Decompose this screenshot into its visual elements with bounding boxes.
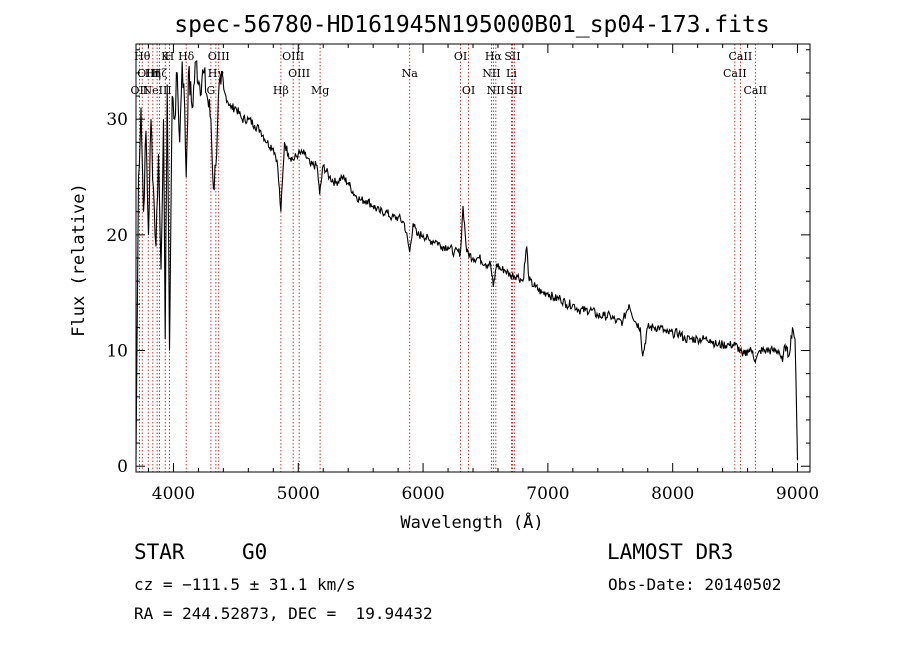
line-label-9: G (206, 84, 215, 97)
y-tick-label-2: 20 (106, 226, 128, 246)
line-label-14: OIII (288, 67, 310, 80)
line-label-2: OIII (137, 67, 159, 80)
x-axis-ticks: 4000 5000 6000 7000 8000 9000 (147, 44, 819, 504)
chart-title: spec-56780-HD161945N195000B01_sp04-173.f… (174, 12, 769, 38)
flux-series-line (135, 60, 799, 461)
line-label-21: NII (487, 84, 505, 97)
line-label-6: K (161, 50, 170, 63)
line-label-16: Na (402, 67, 419, 80)
line-label-7: H (165, 50, 175, 63)
x-tick-label-1: 5000 (277, 484, 320, 504)
x-tick-label-4: 8000 (651, 484, 694, 504)
line-label-20: Hα (485, 50, 503, 63)
x-tick-label-3: 7000 (526, 484, 569, 504)
y-tick-label-1: 10 (106, 342, 128, 362)
line-label-3: Hη (145, 67, 161, 80)
line-label-25: CaII (723, 67, 747, 80)
line-label-15: Mg (311, 84, 329, 97)
line-label-8: Hδ (178, 50, 195, 63)
line-label-4: NeIII (143, 84, 172, 97)
x-tick-label-0: 4000 (152, 484, 195, 504)
object-subclass: G0 (242, 540, 268, 564)
y-axis-label: Flux (relative) (69, 183, 89, 337)
line-label-12: Hβ (273, 84, 289, 97)
line-label-24: SII (506, 84, 522, 97)
line-label-17: OI (454, 50, 467, 63)
line-label-11: OIII (208, 50, 230, 63)
object-class: STAR (134, 540, 185, 564)
spectral-line-markers (138, 44, 756, 472)
y-tick-label-0: 0 (117, 457, 128, 477)
survey-name: LAMOST DR3 (607, 540, 734, 564)
sky-coordinates: RA = 244.52873, DEC = 19.94432 (134, 604, 433, 623)
redshift-velocity: cz = −111.5 ± 31.1 km/s (134, 575, 356, 594)
y-axis-ticks: 0 10 20 30 (106, 49, 810, 477)
line-label-19: NII (482, 67, 500, 80)
line-label-26: CaII (729, 50, 753, 63)
line-label-18: OI (462, 84, 475, 97)
x-tick-label-2: 6000 (401, 484, 444, 504)
x-axis-label: Wavelength (Å) (400, 511, 543, 533)
x-tick-label-5: 9000 (776, 484, 819, 504)
line-label-1: Hθ (134, 50, 151, 63)
line-label-5: Hζ (152, 67, 168, 80)
line-label-27: CaII (743, 84, 767, 97)
line-label-22: Li (506, 67, 517, 80)
line-label-0: OII (131, 84, 149, 97)
line-label-13: OIII (282, 50, 304, 63)
line-label-23: SII (504, 50, 520, 63)
y-tick-label-3: 30 (106, 110, 128, 130)
observation-date: Obs-Date: 20140502 (608, 575, 782, 594)
